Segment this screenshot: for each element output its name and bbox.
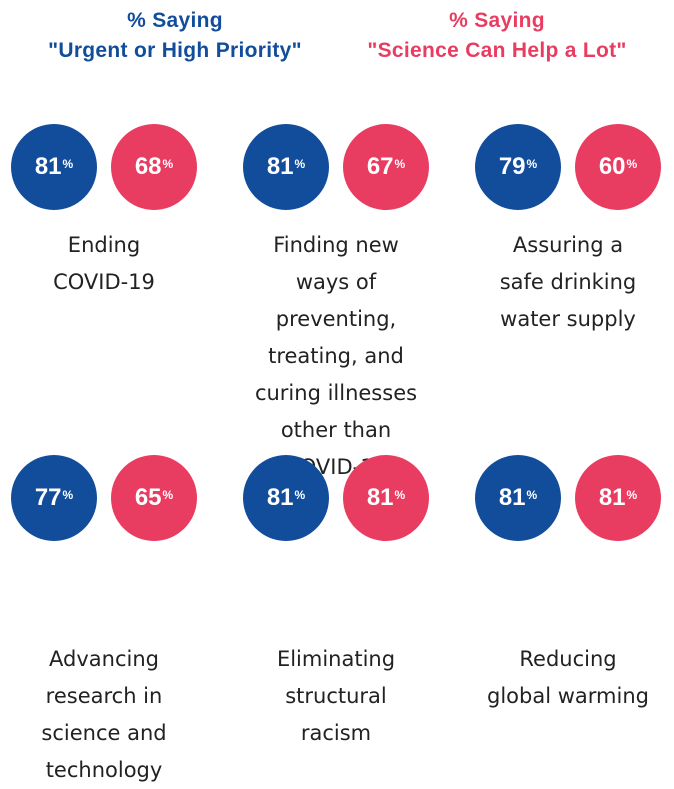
urgent-value: 81 (498, 484, 526, 511)
urgent-value: 81 (34, 153, 62, 180)
unit: % (294, 488, 306, 502)
science-value: 68 (134, 153, 162, 180)
unit: % (626, 157, 638, 171)
science-value: 81 (366, 484, 394, 511)
label-line: other than (280, 418, 392, 442)
urgent-value: 77 (34, 484, 62, 511)
urgent-value: 81 (266, 484, 294, 511)
header-line: % Saying (127, 9, 223, 32)
unit: % (526, 157, 538, 171)
urgent-header: % Saying "Urgent or High Priority" (25, 6, 325, 66)
item-label: Assuring a safe drinking water supply (458, 227, 674, 338)
label-line: science and (41, 721, 167, 745)
label-line: structural (285, 684, 387, 708)
label-line: Eliminating (276, 647, 396, 671)
label-line: research in (45, 684, 163, 708)
unit: % (162, 488, 174, 502)
label-line: Ending (67, 233, 141, 257)
unit: % (394, 488, 406, 502)
header-line: "Science Can Help a Lot" (367, 39, 627, 62)
label-line: global warming (487, 684, 649, 708)
unit: % (62, 488, 74, 502)
science-circle: 65% (111, 455, 197, 541)
label-line: ways of (295, 270, 377, 294)
urgent-value: 79 (498, 153, 526, 180)
header-line: "Urgent or High Priority" (48, 39, 302, 62)
science-value: 65 (134, 484, 162, 511)
label-line: Advancing (49, 647, 159, 671)
urgent-circle: 77% (11, 455, 97, 541)
science-value: 67 (366, 153, 394, 180)
item-label: Eliminating structural racism (226, 641, 446, 752)
item-label: Advancing research in science and technolog… (0, 641, 214, 789)
label-line: Reducing (519, 647, 617, 671)
unit: % (294, 157, 306, 171)
label-line: COVID-19 (53, 270, 155, 294)
label-line: water supply (500, 307, 636, 331)
label-line: preventing, (275, 307, 397, 331)
science-header: % Saying "Science Can Help a Lot" (347, 6, 647, 66)
unit: % (394, 157, 406, 171)
science-circle: 60% (575, 124, 661, 210)
urgent-circle: 81% (243, 455, 329, 541)
label-line: curing illnesses (254, 381, 418, 405)
header-line: % Saying (449, 9, 545, 32)
science-value: 81 (598, 484, 626, 511)
unit: % (162, 157, 174, 171)
label-line: treating, and (268, 344, 404, 368)
label-line: Assuring a (512, 233, 624, 257)
urgent-circle: 81% (243, 124, 329, 210)
science-circle: 81% (343, 455, 429, 541)
label-line: racism (300, 721, 372, 745)
science-circle: 67% (343, 124, 429, 210)
urgent-circle: 81% (11, 124, 97, 210)
science-value: 60 (598, 153, 626, 180)
urgent-value: 81 (266, 153, 294, 180)
unit: % (626, 488, 638, 502)
science-circle: 68% (111, 124, 197, 210)
label-line: technology (45, 758, 163, 782)
label-line: Finding new (273, 233, 399, 257)
item-label: Ending COVID-19 (0, 227, 214, 301)
item-label: Finding new ways of preventing, treating, a… (226, 227, 446, 486)
item-label: Reducing global warming (458, 641, 674, 715)
unit: % (526, 488, 538, 502)
urgent-circle: 81% (475, 455, 561, 541)
label-line: safe drinking (499, 270, 637, 294)
science-circle: 81% (575, 455, 661, 541)
urgent-circle: 79% (475, 124, 561, 210)
unit: % (62, 157, 74, 171)
